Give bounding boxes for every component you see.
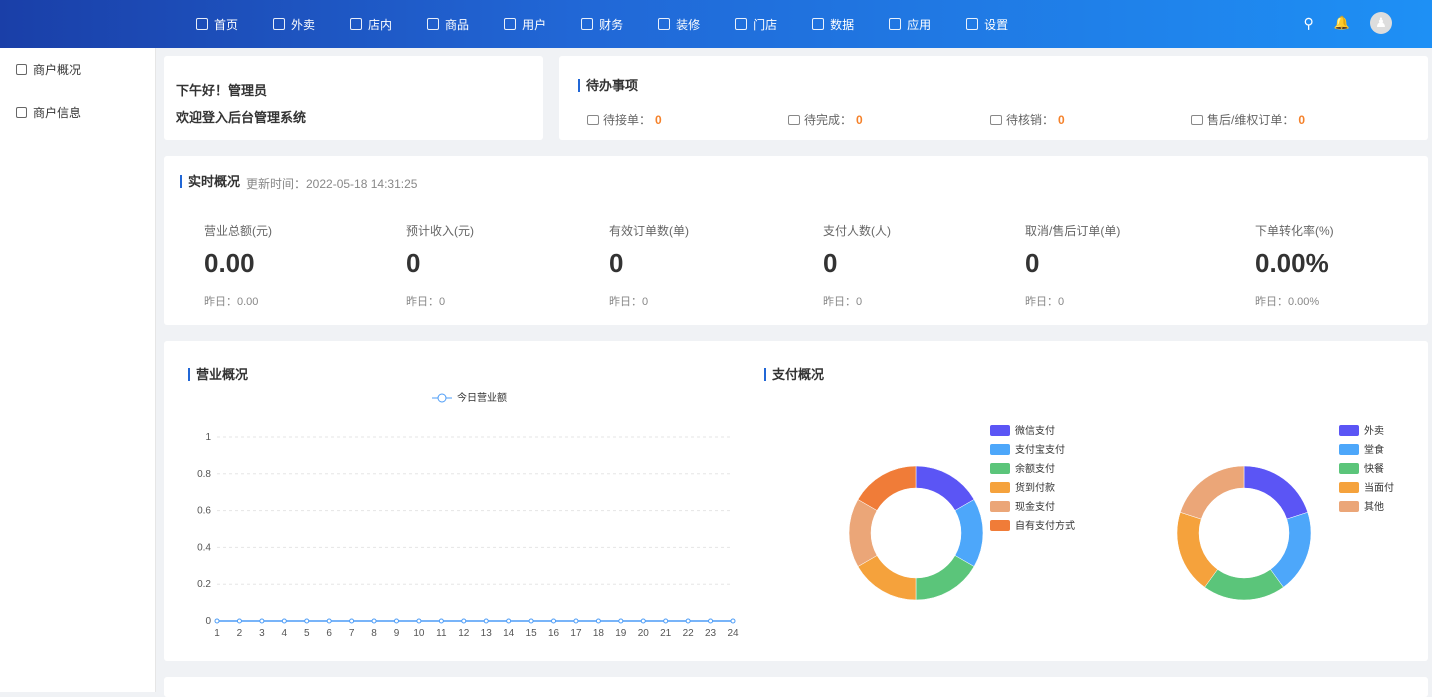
home-icon — [196, 18, 208, 30]
realtime-card: 实时概况 更新时间：2022-05-18 14:31:25 营业总额(元) 0.0… — [164, 156, 1428, 325]
nav-item-7[interactable]: 门店 — [735, 0, 777, 48]
info-icon — [16, 107, 27, 118]
chart-icon — [812, 18, 825, 30]
overview-icon — [16, 64, 27, 75]
nav-item-9[interactable]: 应用 — [889, 0, 931, 48]
delivery-icon — [273, 18, 286, 30]
todo-icon — [990, 114, 1002, 125]
todo-item[interactable]: 待核销： 0 — [990, 111, 1065, 128]
charts-card: 营业概况 支付概况 — [164, 341, 1428, 661]
nav-item-10[interactable]: 设置 — [966, 0, 1008, 48]
todo-icon — [587, 114, 599, 125]
business-title: 营业概况 — [188, 368, 248, 381]
shop-icon — [735, 18, 748, 30]
todo-item[interactable]: 售后/维权订单： 0 — [1191, 111, 1305, 128]
nav-item-4[interactable]: 用户 — [504, 0, 546, 48]
payment-title: 支付概况 — [764, 368, 824, 381]
main-nav: 首页 外卖 店内 商品 用户 财务 装修 门店 数据 应用 设置 — [196, 0, 1043, 48]
decor-icon — [658, 18, 671, 30]
top-nav-bar: 首页 外卖 店内 商品 用户 财务 装修 门店 数据 应用 设置 ⚲ 🔔 ♟ — [0, 0, 1432, 48]
user-icon — [504, 18, 517, 30]
goods-icon — [427, 18, 440, 30]
nav-item-0[interactable]: 首页 — [196, 0, 238, 48]
nav-item-2[interactable]: 店内 — [350, 0, 392, 48]
todo-icon — [1191, 114, 1203, 125]
welcome-text: 欢迎登入后台管理系统 — [176, 110, 307, 125]
gear-icon — [966, 18, 979, 30]
todo-icon — [788, 114, 800, 125]
nav-item-8[interactable]: 数据 — [812, 0, 854, 48]
todo-title: 待办事项 — [578, 79, 638, 92]
sidebar-item-overview[interactable]: 商户概况 — [0, 48, 155, 91]
money-icon — [581, 18, 594, 30]
search-icon[interactable]: ⚲ — [1303, 14, 1314, 31]
nav-item-5[interactable]: 财务 — [581, 0, 623, 48]
todo-card: 待办事项 待接单： 0 待完成： 0 待核销： 0 售后/维权订单： 0 — [559, 56, 1428, 140]
nav-item-3[interactable]: 商品 — [427, 0, 469, 48]
nav-item-6[interactable]: 装修 — [658, 0, 700, 48]
todo-item[interactable]: 待接单： 0 — [587, 111, 662, 128]
sidebar: 商户概况 商户信息 — [0, 48, 156, 692]
bottom-card — [164, 677, 1428, 697]
store-icon — [350, 18, 363, 30]
realtime-title: 实时概况 — [180, 175, 240, 188]
greeting: 下午好！管理员 — [176, 83, 268, 98]
apps-icon — [889, 18, 902, 30]
sidebar-item-info[interactable]: 商户信息 — [0, 91, 155, 134]
todo-item[interactable]: 待完成： 0 — [788, 111, 863, 128]
nav-item-1[interactable]: 外卖 — [273, 0, 315, 48]
update-time: 更新时间：2022-05-18 14:31:25 — [246, 177, 418, 191]
welcome-card: 下午好！管理员 欢迎登入后台管理系统 — [164, 56, 543, 140]
avatar[interactable]: ♟ — [1370, 12, 1392, 34]
bell-icon[interactable]: 🔔 — [1333, 15, 1350, 30]
